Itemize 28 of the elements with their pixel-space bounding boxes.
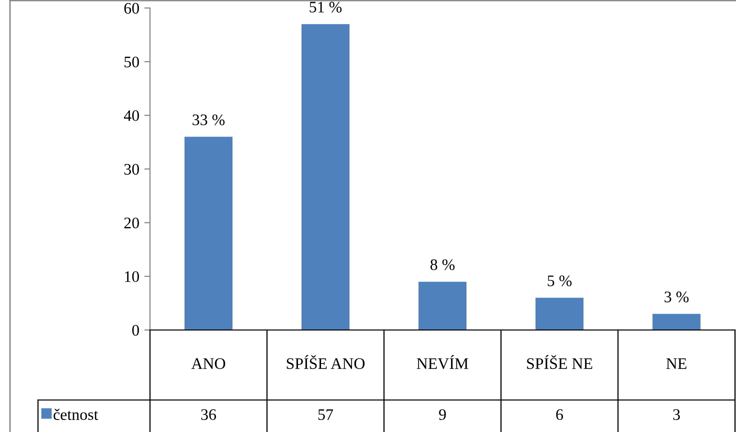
y-tick-label: 20 <box>124 218 139 228</box>
y-tick-label: 50 <box>124 56 139 68</box>
data-label: 9 <box>439 409 446 420</box>
annotation: 51 % <box>310 2 342 13</box>
y-tick-label: 40 <box>124 110 139 122</box>
bar <box>302 24 350 330</box>
x-tick-label: SPÍŠE ANO <box>286 355 365 369</box>
x-tick-label: NEVÍM <box>416 355 468 370</box>
data-label: 3 <box>673 409 680 420</box>
bar <box>418 282 466 330</box>
x-tick-label: SPÍŠE NE <box>527 355 592 369</box>
data-label: 6 <box>556 409 564 420</box>
legend-label: četnost <box>54 408 98 420</box>
annotation: 5 % <box>548 275 572 286</box>
x-tick-label: ANO <box>191 358 226 369</box>
annotation: 3 % <box>664 292 689 302</box>
data-label: 36 <box>201 409 216 420</box>
y-tick-label: 10 <box>125 271 139 282</box>
x-tick-label: NE <box>666 358 686 369</box>
annotation: 33 % <box>192 114 225 126</box>
annotation: 8 % <box>430 259 455 270</box>
bar <box>652 314 700 330</box>
data-label: 57 <box>318 409 334 420</box>
y-tick-label: 30 <box>124 164 139 175</box>
y-tick-label: 60 <box>124 2 139 14</box>
bar <box>184 136 232 330</box>
y-tick-label: 0 <box>132 324 139 336</box>
bar <box>536 298 584 330</box>
